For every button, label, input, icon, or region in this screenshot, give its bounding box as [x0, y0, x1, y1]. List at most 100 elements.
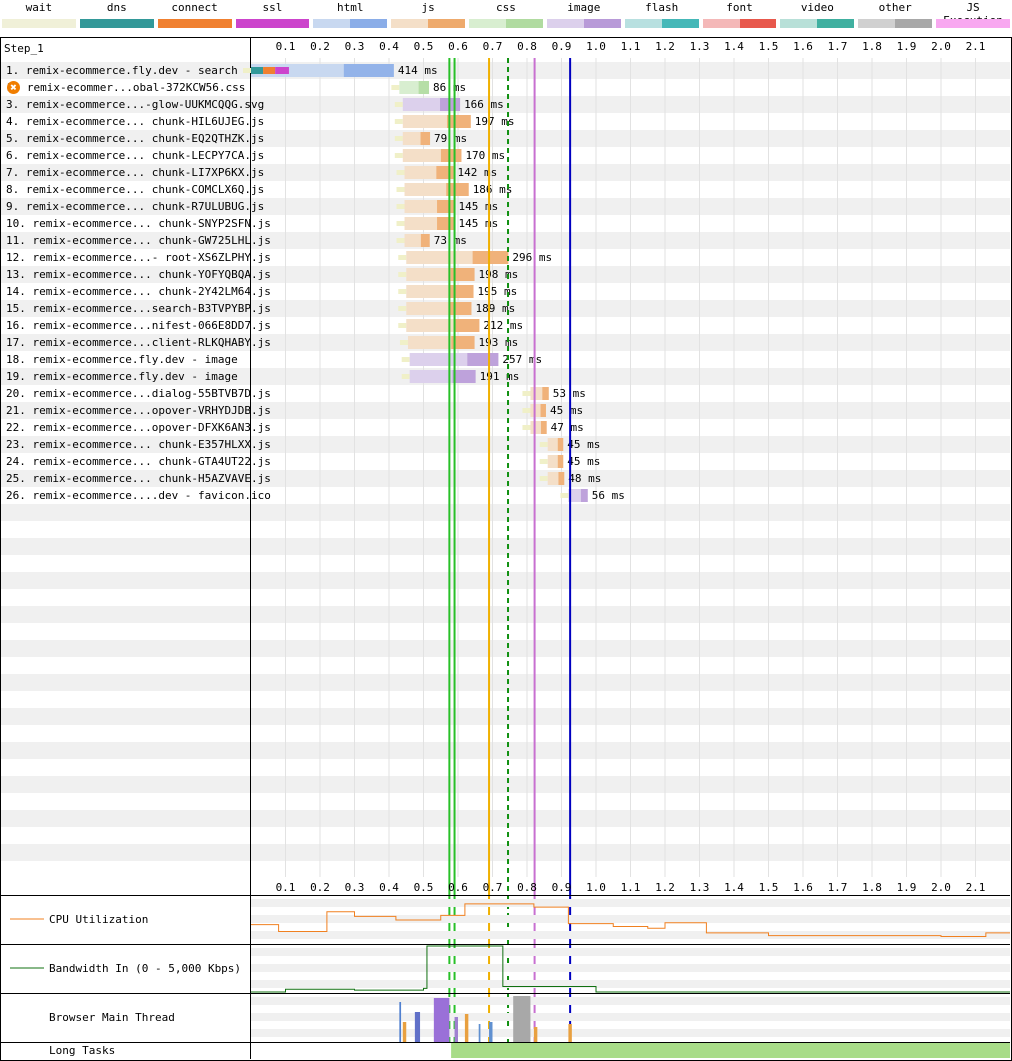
section-stripe [251, 1013, 1010, 1021]
tick-label-bottom: 1.5 [758, 881, 779, 894]
row-stripe [1, 300, 1010, 317]
row-stripe [1, 674, 1010, 691]
section-stripe [251, 915, 1010, 923]
legend-swatch [936, 19, 1010, 28]
long-tasks-label: Long Tasks [49, 1044, 116, 1057]
wait-bar [401, 357, 410, 362]
request-label: 5. remix-ecommerce... chunk-EQ2QTHZK.js [6, 132, 265, 145]
request-duration: 212 ms [483, 319, 523, 332]
main-thread-section-border [1, 993, 1010, 994]
tick-label-bottom: 0.6 [448, 881, 468, 894]
tick-label-top: 1.9 [896, 40, 917, 53]
legend-label: other [878, 1, 912, 14]
wait-bar [394, 119, 403, 124]
legend-swatch-light [469, 19, 506, 28]
request-download [472, 251, 509, 264]
row-stripe [1, 640, 1010, 657]
wait-bar [398, 289, 407, 294]
row-stripe [1, 776, 1010, 793]
wait-bar [394, 153, 403, 158]
main-thread-activity [478, 1024, 481, 1042]
tick-label-top: 1.1 [620, 40, 641, 53]
wait-bar [539, 476, 548, 481]
request-download [437, 217, 455, 230]
request-download [440, 149, 462, 162]
bandwidth-label: Bandwidth In (0 - 5,000 Kbps) [49, 962, 242, 975]
legend-swatch-light [79, 19, 117, 28]
section-stripe [251, 931, 1010, 939]
connection-phase-ssl [275, 67, 289, 74]
tick-label-top: 1.5 [758, 40, 779, 53]
main-thread-activity [399, 1002, 402, 1042]
connection-phase-connect [263, 67, 276, 74]
wait-bar [398, 323, 407, 328]
wait-bar [396, 187, 405, 192]
request-label: 15. remix-ecommerce...search-B3TVPYBP.js [6, 302, 271, 315]
legend-label: css [496, 1, 516, 14]
legend-swatch-light [157, 19, 195, 28]
legend-swatch [79, 19, 154, 28]
legend-swatch-dark [350, 19, 388, 28]
row-stripe [1, 572, 1010, 589]
request-label: 21. remix-ecommerce...opover-VRHYDJDB.js [6, 404, 271, 417]
request-download [450, 268, 475, 281]
legend-label: connect [171, 1, 218, 14]
legend-label: ssl [262, 1, 283, 14]
request-duration: 198 ms [479, 268, 519, 281]
request-duration: 186 ms [473, 183, 513, 196]
request-download [446, 183, 469, 196]
legend-swatch-dark [428, 19, 466, 28]
request-download [451, 336, 475, 349]
tick-label-bottom: 1.6 [793, 881, 813, 894]
request-duration: 193 ms [479, 336, 519, 349]
tick-label-bottom: 1.2 [655, 881, 675, 894]
wait-bar [394, 136, 403, 141]
wait-bar [522, 408, 531, 413]
section-stripe [251, 1029, 1010, 1037]
main-thread-activity [513, 996, 531, 1042]
wait-bar [398, 272, 407, 277]
row-stripe [1, 538, 1010, 555]
tick-label-top: 1.0 [586, 40, 606, 53]
legend-swatch-dark [817, 19, 855, 28]
main-thread-activity [414, 1012, 421, 1042]
legend-label: dns [106, 1, 127, 14]
request-duration: 191 ms [480, 370, 520, 383]
request-label: 4. remix-ecommerce... chunk-HIL6UJEG.js [6, 115, 265, 128]
wait-bar [560, 493, 569, 498]
request-download [557, 438, 564, 451]
request-duration: 142 ms [458, 166, 498, 179]
tick-label-top: 1.4 [724, 40, 744, 53]
row-stripe [1, 504, 1010, 521]
tick-label-top: 1.7 [827, 40, 848, 53]
legend-item: other [856, 0, 934, 34]
request-duration: 166 ms [464, 98, 504, 111]
wait-bar [398, 255, 407, 260]
legend-label: image [567, 1, 601, 14]
request-label: 17. remix-ecommerce...client-RLKQHABY.js [6, 336, 271, 349]
legend-swatch [546, 19, 621, 28]
row-stripe [1, 844, 1010, 861]
legend-swatch-dark [194, 19, 232, 28]
request-label: 12. remix-ecommerce...- root-XS6ZLPHY.js [6, 251, 271, 264]
tick-label-bottom: 0.8 [517, 881, 537, 894]
row-stripe [1, 130, 1010, 147]
wait-bar [396, 170, 405, 175]
legend-swatch-dark [661, 19, 699, 28]
wait-bar [401, 374, 410, 379]
row-stripe [1, 334, 1010, 351]
bandwidth-section-border [1, 944, 1010, 945]
request-duration: 48 ms [568, 472, 601, 485]
tick-label-bottom: 1.1 [620, 881, 641, 894]
row-stripe [1, 266, 1010, 283]
request-duration: 45 ms [567, 455, 600, 468]
long-tasks-section-border [1, 1042, 1010, 1043]
legend-item: wait [0, 0, 78, 34]
wait-bar [539, 459, 548, 464]
cpu-label: CPU Utilization [49, 913, 149, 926]
legend-label: video [800, 1, 834, 14]
legend-item: font [701, 0, 779, 34]
legend-swatch-light [546, 19, 584, 28]
main-thread-activity [402, 1022, 407, 1042]
